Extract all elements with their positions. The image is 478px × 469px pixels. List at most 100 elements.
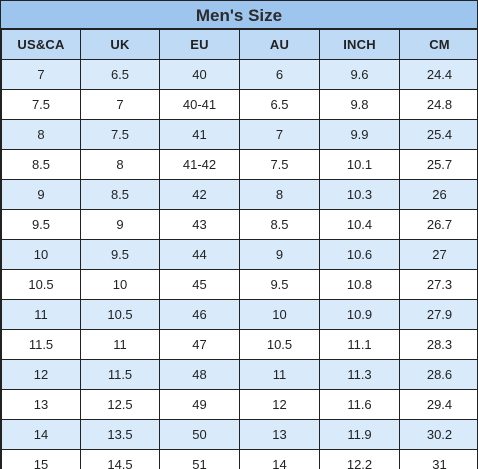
cell-uk: 12.5 xyxy=(80,389,160,420)
cell-eu: 47 xyxy=(159,329,240,360)
cell-eu: 51 xyxy=(159,449,240,469)
table-row: 7 6.5 40 6 9.6 24.4 xyxy=(1,59,477,90)
column-header-inch: INCH xyxy=(319,29,400,60)
cell-uk: 11 xyxy=(80,329,160,360)
cell-uk: 10 xyxy=(80,269,160,300)
cell-uk: 7 xyxy=(80,89,160,120)
cell-cm: 27.3 xyxy=(399,269,477,300)
cell-uk: 10.5 xyxy=(80,299,160,330)
table-row: 7.5 7 40-41 6.5 9.8 24.8 xyxy=(1,89,477,120)
cell-cm: 26 xyxy=(399,179,477,210)
column-header-us-ca: US&CA xyxy=(1,29,81,60)
cell-au: 10 xyxy=(239,299,320,330)
cell-us-ca: 15 xyxy=(1,449,81,469)
table-row: 8.5 8 41-42 7.5 10.1 25.7 xyxy=(1,149,477,180)
table-row: 13 12.5 49 12 11.6 29.4 xyxy=(1,389,477,420)
cell-us-ca: 10.5 xyxy=(1,269,81,300)
cell-eu: 41-42 xyxy=(159,149,240,180)
column-header-eu: EU xyxy=(159,29,240,60)
cell-us-ca: 11 xyxy=(1,299,81,330)
table-row: 9.5 9 43 8.5 10.4 26.7 xyxy=(1,209,477,240)
cell-us-ca: 14 xyxy=(1,419,81,450)
cell-au: 14 xyxy=(239,449,320,469)
header-row: US&CA UK EU AU INCH CM xyxy=(1,29,477,60)
cell-inch: 10.6 xyxy=(319,239,400,270)
cell-inch: 10.9 xyxy=(319,299,400,330)
cell-us-ca: 7.5 xyxy=(1,89,81,120)
cell-eu: 42 xyxy=(159,179,240,210)
cell-cm: 25.4 xyxy=(399,119,477,150)
cell-inch: 11.1 xyxy=(319,329,400,360)
cell-inch: 10.3 xyxy=(319,179,400,210)
table-row: 12 11.5 48 11 11.3 28.6 xyxy=(1,359,477,390)
cell-au: 9 xyxy=(239,239,320,270)
cell-eu: 41 xyxy=(159,119,240,150)
cell-uk: 14.5 xyxy=(80,449,160,469)
table-header: US&CA UK EU AU INCH CM xyxy=(1,29,477,60)
cell-us-ca: 8.5 xyxy=(1,149,81,180)
cell-uk: 11.5 xyxy=(80,359,160,390)
cell-inch: 9.9 xyxy=(319,119,400,150)
cell-eu: 50 xyxy=(159,419,240,450)
chart-title: Men's Size xyxy=(1,0,477,29)
cell-eu: 45 xyxy=(159,269,240,300)
cell-au: 8 xyxy=(239,179,320,210)
cell-uk: 7.5 xyxy=(80,119,160,150)
cell-cm: 27 xyxy=(399,239,477,270)
cell-inch: 11.6 xyxy=(319,389,400,420)
cell-cm: 24.4 xyxy=(399,59,477,90)
cell-au: 7 xyxy=(239,119,320,150)
cell-eu: 46 xyxy=(159,299,240,330)
cell-au: 9.5 xyxy=(239,269,320,300)
table-row: 14 13.5 50 13 11.9 30.2 xyxy=(1,419,477,450)
table-row: 8 7.5 41 7 9.9 25.4 xyxy=(1,119,477,150)
table-row: 10 9.5 44 9 10.6 27 xyxy=(1,239,477,270)
column-header-uk: UK xyxy=(80,29,160,60)
cell-cm: 27.9 xyxy=(399,299,477,330)
cell-cm: 30.2 xyxy=(399,419,477,450)
column-header-cm: CM xyxy=(399,29,477,60)
cell-au: 13 xyxy=(239,419,320,450)
cell-au: 12 xyxy=(239,389,320,420)
cell-uk: 13.5 xyxy=(80,419,160,450)
cell-uk: 9.5 xyxy=(80,239,160,270)
cell-cm: 28.6 xyxy=(399,359,477,390)
cell-inch: 11.9 xyxy=(319,419,400,450)
cell-au: 8.5 xyxy=(239,209,320,240)
cell-us-ca: 8 xyxy=(1,119,81,150)
cell-cm: 31 xyxy=(399,449,477,469)
cell-eu: 44 xyxy=(159,239,240,270)
cell-au: 10.5 xyxy=(239,329,320,360)
cell-eu: 40-41 xyxy=(159,89,240,120)
cell-uk: 8 xyxy=(80,149,160,180)
cell-us-ca: 13 xyxy=(1,389,81,420)
cell-inch: 11.3 xyxy=(319,359,400,390)
cell-uk: 6.5 xyxy=(80,59,160,90)
cell-inch: 10.8 xyxy=(319,269,400,300)
cell-eu: 48 xyxy=(159,359,240,390)
cell-inch: 10.1 xyxy=(319,149,400,180)
cell-inch: 12.2 xyxy=(319,449,400,469)
table-row: 11 10.5 46 10 10.9 27.9 xyxy=(1,299,477,330)
cell-au: 11 xyxy=(239,359,320,390)
table-row: 9 8.5 42 8 10.3 26 xyxy=(1,179,477,210)
cell-us-ca: 10 xyxy=(1,239,81,270)
cell-cm: 28.3 xyxy=(399,329,477,360)
cell-eu: 40 xyxy=(159,59,240,90)
cell-au: 6 xyxy=(239,59,320,90)
cell-cm: 29.4 xyxy=(399,389,477,420)
cell-eu: 43 xyxy=(159,209,240,240)
size-table: US&CA UK EU AU INCH CM 7 6.5 40 6 9.6 24.4 7.5… xyxy=(1,29,477,469)
cell-uk: 8.5 xyxy=(80,179,160,210)
table-row: 10.5 10 45 9.5 10.8 27.3 xyxy=(1,269,477,300)
cell-us-ca: 9 xyxy=(1,179,81,210)
cell-inch: 9.6 xyxy=(319,59,400,90)
cell-au: 7.5 xyxy=(239,149,320,180)
table-row: 15 14.5 51 14 12.2 31 xyxy=(1,449,477,469)
cell-us-ca: 12 xyxy=(1,359,81,390)
cell-inch: 9.8 xyxy=(319,89,400,120)
cell-cm: 24.8 xyxy=(399,89,477,120)
cell-inch: 10.4 xyxy=(319,209,400,240)
column-header-au: AU xyxy=(239,29,320,60)
